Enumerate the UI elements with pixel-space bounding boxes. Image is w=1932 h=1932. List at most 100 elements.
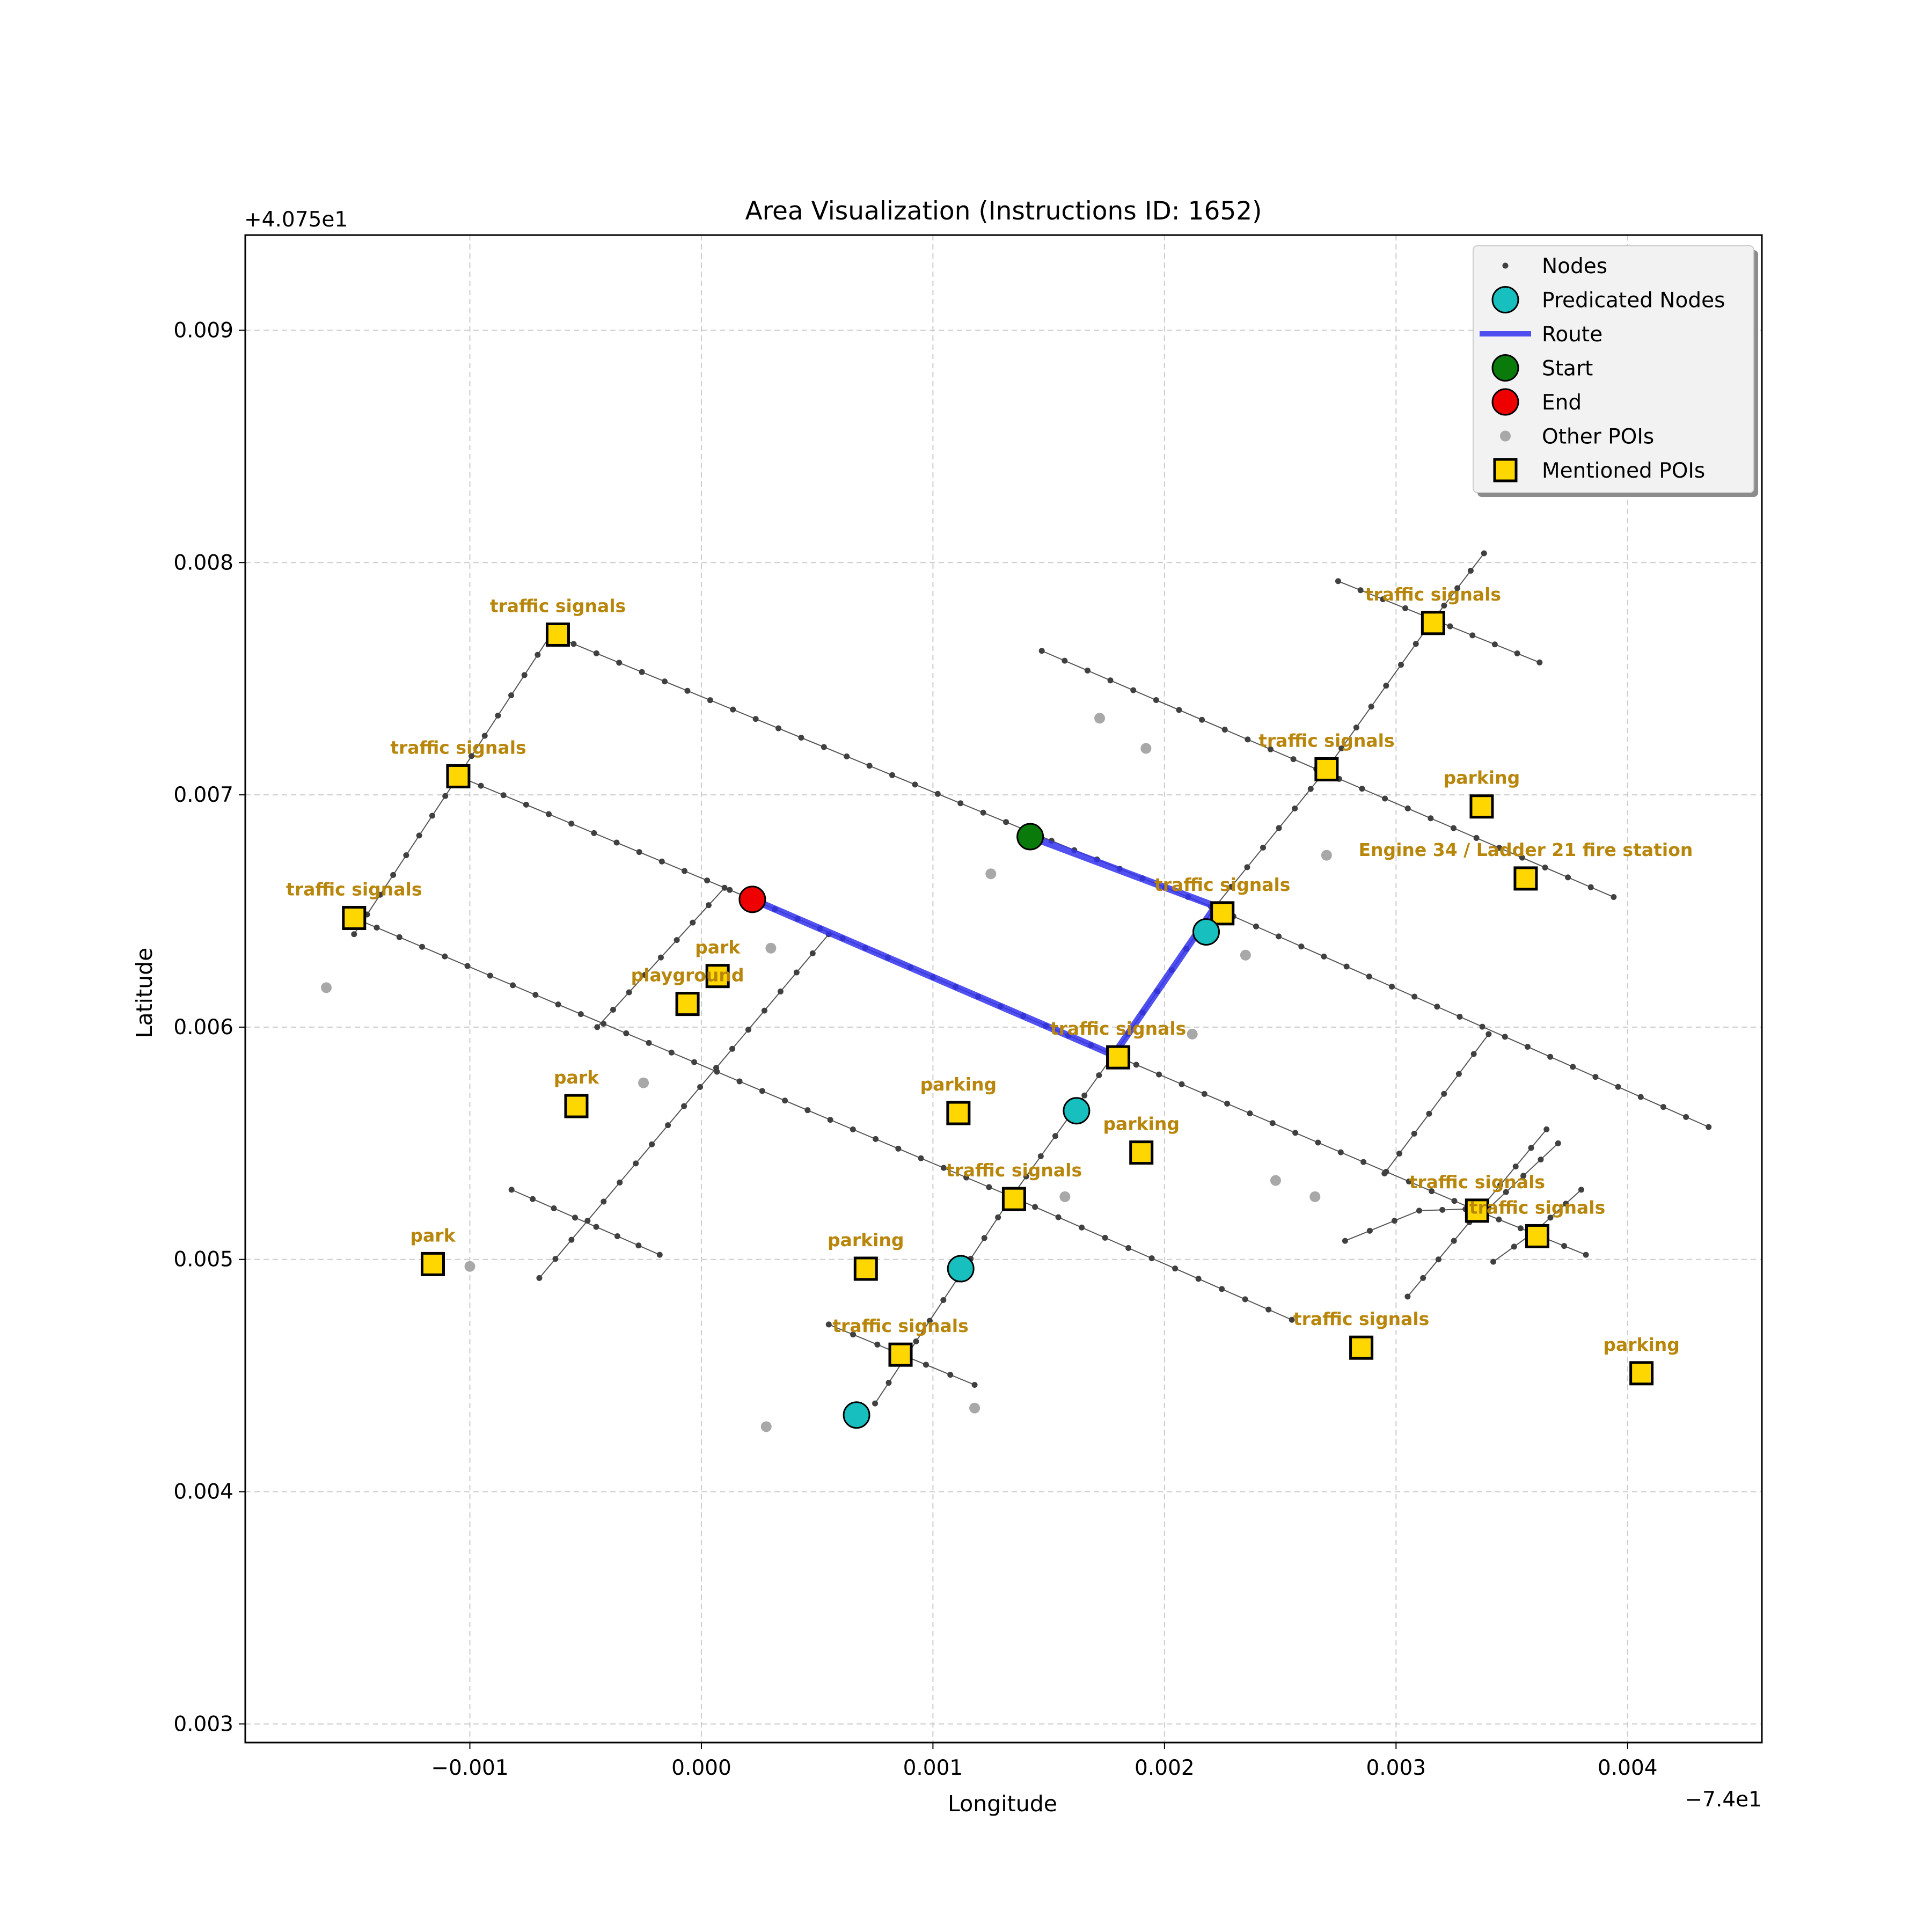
- node: [1055, 1214, 1062, 1220]
- poi-label: traffic signals: [1293, 1308, 1429, 1329]
- x-axis-title: Longitude: [948, 1791, 1057, 1817]
- mentioned-poi-marker: [564, 1094, 589, 1118]
- node: [1517, 1225, 1524, 1232]
- poi-label: traffic signals: [1258, 730, 1394, 751]
- node: [1592, 1074, 1599, 1080]
- node: [1413, 641, 1419, 647]
- node: [1538, 1157, 1544, 1163]
- node: [1153, 697, 1159, 704]
- node: [403, 852, 409, 859]
- node: [866, 763, 873, 769]
- node: [752, 716, 759, 722]
- node: [1520, 1173, 1527, 1179]
- node: [1148, 1255, 1155, 1262]
- node: [1441, 602, 1447, 609]
- node: [1528, 1145, 1534, 1151]
- node: [636, 849, 642, 855]
- legend-label: Route: [1542, 323, 1602, 347]
- node: [1321, 953, 1327, 960]
- node: [1426, 1110, 1432, 1117]
- node: [1383, 683, 1389, 689]
- node: [895, 1145, 902, 1152]
- node: [873, 1136, 879, 1142]
- node: [1368, 704, 1374, 710]
- poi-label: park: [410, 1225, 456, 1246]
- node: [775, 725, 782, 731]
- poi-label: traffic signals: [1469, 1197, 1605, 1218]
- predicted-node: [1063, 1097, 1091, 1125]
- legend-label: Predicated Nodes: [1542, 289, 1725, 313]
- node: [1439, 1206, 1446, 1213]
- node: [971, 1381, 978, 1388]
- node: [1292, 1130, 1299, 1136]
- node: [1514, 650, 1520, 657]
- node: [1269, 1120, 1276, 1126]
- node: [934, 791, 941, 797]
- node: [442, 953, 448, 960]
- node: [1402, 605, 1409, 611]
- node: [1481, 550, 1487, 557]
- node: [1555, 1140, 1561, 1146]
- node: [986, 1184, 992, 1190]
- other-poi: [760, 1421, 772, 1432]
- node: [1298, 943, 1305, 950]
- node: [705, 902, 712, 909]
- node: [1032, 1204, 1038, 1210]
- node: [1382, 795, 1388, 802]
- node: [555, 1001, 561, 1008]
- node: [1338, 745, 1345, 752]
- node: [577, 1011, 584, 1018]
- node: [1037, 1153, 1044, 1159]
- start-marker: [1016, 823, 1044, 851]
- node: [1511, 1243, 1517, 1250]
- node: [614, 1233, 620, 1239]
- legend-label: Nodes: [1542, 254, 1607, 279]
- mentioned-poi-marker: [1210, 901, 1235, 926]
- poi-label: parking: [1444, 767, 1520, 788]
- node: [761, 1007, 767, 1014]
- node: [704, 877, 711, 884]
- node: [1561, 1243, 1568, 1249]
- node: [1496, 845, 1503, 851]
- node: [674, 937, 680, 943]
- node: [1451, 1198, 1458, 1204]
- poi-label: parking: [828, 1230, 904, 1250]
- x-axis-ticks: −0.001 0.000 0.001 0.002 0.003 0.004: [431, 1743, 1658, 1780]
- x-tick-label: 0.000: [671, 1756, 731, 1780]
- y-axis-title: Latitude: [131, 948, 157, 1038]
- node: [782, 1097, 788, 1104]
- node: [535, 652, 541, 658]
- node: [1247, 1110, 1253, 1117]
- other-pois: [321, 713, 1332, 1432]
- node: [1420, 1275, 1426, 1281]
- node: [495, 712, 501, 719]
- other-poi: [969, 1402, 980, 1414]
- node: [584, 1218, 591, 1224]
- node: [940, 1165, 947, 1171]
- node: [1637, 1094, 1644, 1100]
- node: [1244, 864, 1250, 870]
- y-axis-ticks: 0.003 0.004 0.005 0.006 0.007 0.008 0.009: [173, 318, 245, 1736]
- node: [1023, 1173, 1029, 1180]
- mentioned-poi-marker: [888, 1342, 913, 1367]
- node: [729, 1045, 735, 1052]
- node: [416, 832, 422, 839]
- node: [374, 924, 380, 931]
- end-marker: [738, 885, 766, 913]
- node: [1081, 1092, 1088, 1099]
- node: [912, 781, 918, 788]
- node: [1307, 786, 1314, 792]
- node: [1260, 844, 1267, 851]
- node: [390, 872, 397, 878]
- node: [1536, 659, 1543, 665]
- legend: Nodes Predicated Nodes Route Start End Other …: [1473, 245, 1758, 497]
- node: [1490, 1258, 1497, 1265]
- node: [523, 801, 529, 808]
- node: [1199, 716, 1205, 723]
- node: [1176, 707, 1182, 713]
- legend-label: Mentioned POIs: [1542, 459, 1705, 483]
- node: [1396, 1150, 1402, 1157]
- node: [1342, 1238, 1348, 1244]
- node: [521, 672, 528, 678]
- poi-label: park: [554, 1067, 599, 1088]
